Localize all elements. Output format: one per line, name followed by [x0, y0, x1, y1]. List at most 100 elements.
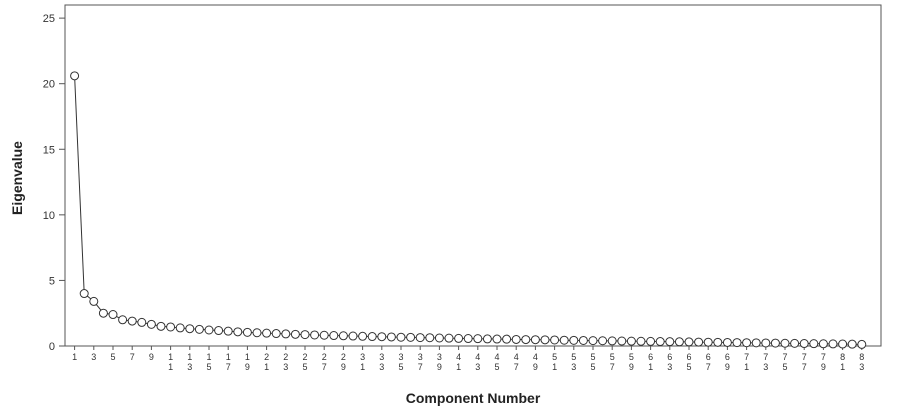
data-point	[569, 335, 579, 345]
data-point	[204, 325, 214, 335]
data-point	[425, 333, 435, 343]
data-point	[98, 308, 108, 318]
data-point	[857, 339, 867, 349]
data-point	[214, 326, 224, 336]
x-axis-title: Component Number	[406, 390, 541, 406]
data-point	[396, 332, 406, 342]
data-point	[367, 332, 377, 342]
data-point	[70, 71, 80, 81]
data-point	[540, 335, 550, 345]
data-point	[290, 329, 300, 339]
data-point	[434, 333, 444, 343]
data-point	[809, 339, 819, 349]
data-point	[482, 334, 492, 344]
data-point	[521, 335, 531, 345]
data-point	[252, 328, 262, 338]
data-point	[646, 336, 656, 346]
data-point	[386, 332, 396, 342]
data-point	[146, 319, 156, 329]
data-point	[761, 338, 771, 348]
x-tick-label: 5	[110, 352, 115, 362]
data-point	[732, 338, 742, 348]
data-point	[713, 337, 723, 347]
data-point	[607, 336, 617, 346]
data-point	[137, 317, 147, 327]
data-point	[473, 334, 483, 344]
data-point	[751, 338, 761, 348]
data-point	[550, 335, 560, 345]
data-point	[722, 337, 732, 347]
data-point	[348, 331, 358, 341]
data-point	[770, 338, 780, 348]
data-point	[790, 338, 800, 348]
data-point	[108, 310, 118, 320]
data-point	[310, 330, 320, 340]
data-point	[262, 328, 272, 338]
y-tick-label: 20	[43, 79, 55, 91]
data-point	[818, 339, 828, 349]
data-point	[233, 327, 243, 337]
data-point	[79, 289, 89, 299]
data-point	[127, 316, 137, 326]
data-point	[665, 337, 675, 347]
data-point	[742, 338, 752, 348]
data-point	[454, 333, 464, 343]
x-tick-label: 9	[149, 352, 154, 362]
data-point	[780, 338, 790, 348]
data-point	[406, 332, 416, 342]
data-point	[329, 331, 339, 341]
data-point	[838, 339, 848, 349]
data-point	[118, 315, 128, 325]
x-tick-label: 7	[130, 352, 135, 362]
data-point	[166, 322, 176, 332]
data-point	[156, 321, 166, 331]
eigenvalue-line	[74, 75, 862, 345]
y-tick-label: 5	[49, 275, 55, 287]
data-point	[847, 339, 857, 349]
data-point	[463, 334, 473, 344]
data-point	[511, 334, 521, 344]
data-point	[502, 334, 512, 344]
x-tick-label: 1	[72, 352, 77, 362]
data-point	[703, 337, 713, 347]
y-tick-label: 0	[49, 341, 55, 353]
data-point	[655, 337, 665, 347]
data-point	[185, 324, 195, 334]
data-point	[684, 337, 694, 347]
data-point	[194, 324, 204, 334]
data-point	[636, 336, 646, 346]
x-axis: 1 3 5 7 9 1 11 31 51 71 92 12 32 52 72 93 13 33 53 73 94 14 34…	[72, 346, 864, 372]
data-point	[223, 326, 233, 336]
data-point	[300, 330, 310, 340]
data-point	[377, 332, 387, 342]
data-point	[242, 327, 252, 337]
data-point	[444, 333, 454, 343]
data-point	[578, 335, 588, 345]
data-point	[415, 333, 425, 343]
